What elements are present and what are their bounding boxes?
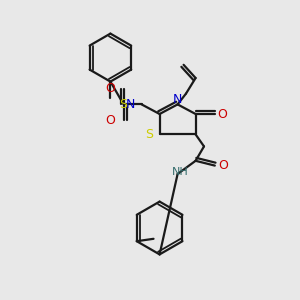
Text: N: N: [173, 93, 182, 106]
Text: O: O: [217, 107, 227, 121]
Text: O: O: [218, 159, 228, 172]
Text: N: N: [126, 98, 136, 111]
Text: O: O: [105, 113, 115, 127]
Text: S: S: [120, 98, 128, 111]
Text: O: O: [105, 82, 115, 95]
Text: S: S: [146, 128, 154, 141]
Text: NH: NH: [172, 167, 188, 177]
